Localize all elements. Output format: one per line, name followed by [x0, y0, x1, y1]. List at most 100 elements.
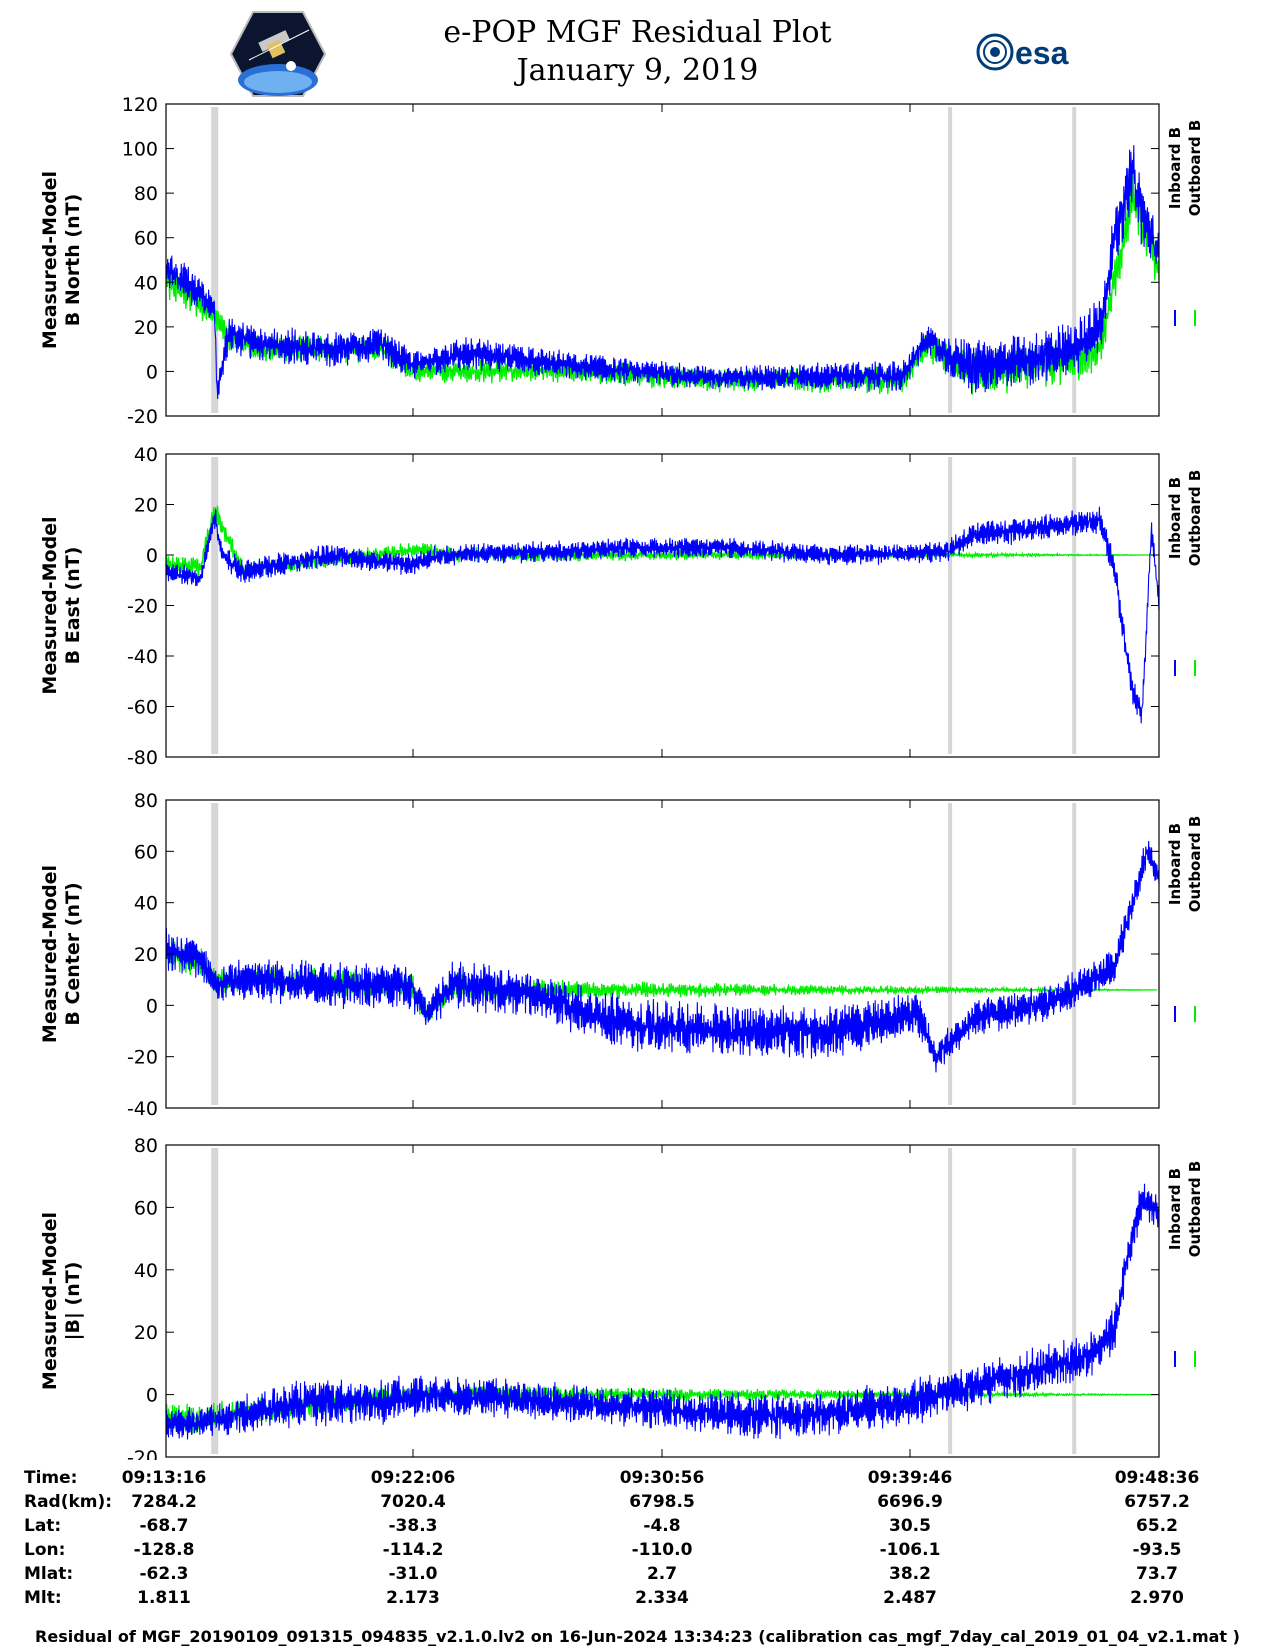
ephemeris-value: -68.7: [139, 1516, 189, 1536]
y-tick-label: 40: [134, 272, 158, 294]
gap-band: [211, 1148, 219, 1454]
panel-3: -40 -20 0 20 40 60 80 Measured-ModelB Center (n…: [39, 790, 1204, 1120]
footer-caption: Residual of MGF_20190109_091315_094835_v…: [35, 1627, 1240, 1646]
series-inboard-line: [166, 145, 1159, 400]
gap-band: [1072, 107, 1077, 413]
ephemeris-value: 2.970: [1130, 1588, 1184, 1608]
gap-band: [1072, 1148, 1077, 1454]
ephemeris-value: 65.2: [1136, 1516, 1178, 1536]
ephemeris-value: 6798.5: [629, 1492, 695, 1512]
ephemeris-value: -38.3: [388, 1516, 438, 1536]
y-tick-label: 20: [134, 317, 158, 339]
ephemeris-value: -62.3: [139, 1564, 189, 1584]
y-tick-label: -20: [127, 406, 158, 428]
ephemeris-value: 30.5: [889, 1516, 931, 1536]
legend-inboard-label: Inboard B: [1166, 127, 1184, 209]
series-inboard-line: [166, 840, 1159, 1073]
y-tick-label: 40: [134, 893, 158, 915]
plot-frame: [165, 453, 1160, 758]
ephemeris-row-label: Rad(km):: [24, 1492, 113, 1512]
x-tick-time-label: 09:39:46: [867, 1468, 953, 1488]
y-tick-label: 60: [134, 1197, 158, 1219]
ephemeris-value: 2.173: [386, 1588, 440, 1608]
x-tick-time-label: 09:30:56: [619, 1468, 705, 1488]
y-tick-label: -20: [127, 1047, 158, 1069]
y-tick-label: 0: [146, 995, 158, 1017]
legend: Inboard B Outboard B: [1166, 1161, 1204, 1367]
y-tick-label: 0: [146, 361, 158, 383]
title-line-2: January 9, 2019: [516, 53, 759, 88]
ephemeris-value: 73.7: [1136, 1564, 1178, 1584]
ephemeris-row-label: Mlt:: [24, 1588, 62, 1608]
esa-logo-text: esa: [1015, 35, 1069, 71]
panel-2: -80 -60 -40 -20 0 20 40 Measured-ModelB East (n…: [39, 444, 1204, 769]
x-tick-time-label: 09:48:36: [1114, 1468, 1200, 1488]
ephemeris-value: 2.487: [883, 1588, 937, 1608]
ephemeris-value: -4.8: [643, 1516, 681, 1536]
ephemeris-value: 7284.2: [131, 1492, 197, 1512]
cassiope-logo-icon: [229, 11, 327, 97]
y-tick-label: -60: [127, 697, 158, 719]
gap-band: [211, 107, 219, 413]
y-tick-label: 80: [134, 183, 158, 205]
residual-plots: -20 0 20 40 60 80 100 120 Measured-ModelB North …: [39, 94, 1204, 1460]
ephemeris-value: 38.2: [889, 1564, 931, 1584]
gap-band: [1072, 457, 1077, 754]
y-axis-label: Measured-ModelB East (nT): [39, 516, 84, 694]
page-title: e-POP MGF Residual Plot January 9, 2019: [0, 14, 1275, 90]
legend-outboard-label: Outboard B: [1186, 470, 1204, 567]
y-tick-label: 40: [134, 444, 158, 466]
y-tick-label: 60: [134, 841, 158, 863]
legend-inboard-label: Inboard B: [1166, 477, 1184, 559]
y-tick-label: 100: [122, 139, 158, 161]
y-tick-label: -40: [127, 646, 158, 668]
y-tick-label: 0: [146, 1385, 158, 1407]
series-inboard-line: [166, 506, 1159, 724]
y-tick-label: 0: [146, 545, 158, 567]
legend: Inboard B Outboard B: [1166, 120, 1204, 326]
gap-band: [948, 107, 953, 413]
ephemeris-value: 2.7: [646, 1564, 678, 1584]
y-axis-label: Measured-Model|B| (nT): [39, 1212, 84, 1390]
gap-band: [211, 803, 219, 1105]
ephemeris-value: -106.1: [879, 1540, 941, 1560]
esa-logo-icon: esa: [976, 33, 1069, 71]
ephemeris-value: 1.811: [137, 1588, 191, 1608]
title-line-1: e-POP MGF Residual Plot: [443, 15, 832, 50]
ephemeris-value: -110.0: [631, 1540, 693, 1560]
x-tick-time-label: 09:13:16: [121, 1468, 207, 1488]
y-tick-label: 80: [134, 1135, 158, 1157]
legend-inboard-label: Inboard B: [1166, 823, 1184, 905]
y-tick-label: 60: [134, 228, 158, 250]
y-tick-label: 80: [134, 790, 158, 812]
y-tick-label: 20: [134, 1322, 158, 1344]
x-tick-time-label: 09:22:06: [370, 1468, 456, 1488]
panel-4: -20 0 20 40 60 80 Measured-Model|B| (nT) Inboar…: [39, 1135, 1204, 1460]
ephemeris-table: Time: Rad(km): Lat: Lon: Mlat: Mlt: 09:13:16 72…: [0, 1460, 1275, 1630]
y-tick-label: -40: [127, 1098, 158, 1120]
ephemeris-row-label: Time:: [24, 1468, 78, 1488]
ephemeris-value: -31.0: [388, 1564, 438, 1584]
legend-outboard-label: Outboard B: [1186, 1161, 1204, 1258]
y-tick-label: 20: [134, 944, 158, 966]
y-axis-label: Measured-ModelB Center (nT): [39, 865, 84, 1043]
ephemeris-value: 6696.9: [877, 1492, 943, 1512]
y-tick-label: 20: [134, 495, 158, 517]
ephemeris-value: -93.5: [1132, 1540, 1182, 1560]
gap-band: [948, 1148, 953, 1454]
y-tick-label: -80: [127, 747, 158, 769]
y-axis-label: Measured-ModelB North (nT): [39, 171, 84, 349]
gap-band: [948, 457, 953, 754]
legend-outboard-label: Outboard B: [1186, 120, 1204, 217]
ephemeris-value: 6757.2: [1124, 1492, 1190, 1512]
gap-band: [948, 803, 953, 1105]
panel-1: -20 0 20 40 60 80 100 120 Measured-ModelB North …: [39, 94, 1204, 428]
ephemeris-value: 2.334: [635, 1588, 689, 1608]
y-tick-label: -20: [127, 1447, 158, 1460]
gap-band: [1072, 803, 1077, 1105]
ephemeris-value: 7020.4: [380, 1492, 446, 1512]
gap-band: [211, 457, 219, 754]
legend: Inboard B Outboard B: [1166, 470, 1204, 676]
series-inboard-line: [166, 1183, 1159, 1440]
y-tick-label: -20: [127, 596, 158, 618]
